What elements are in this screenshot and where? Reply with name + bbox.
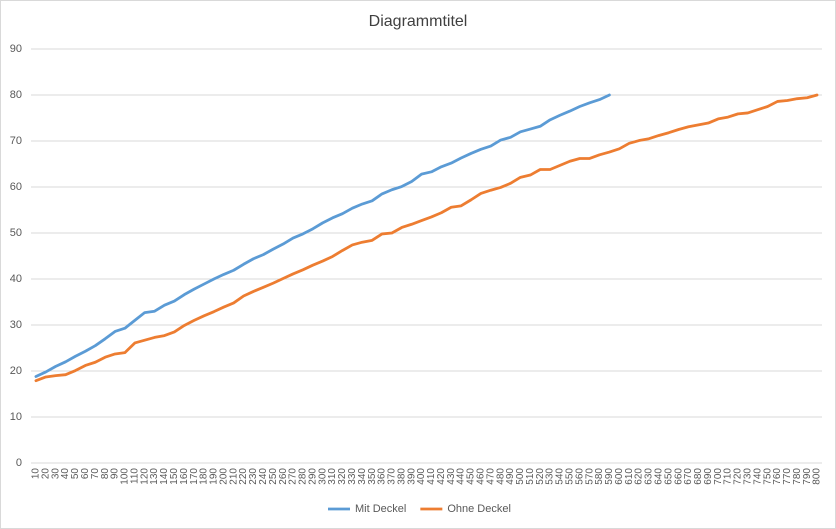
x-tick-label: 560: [574, 468, 585, 485]
x-tick-label: 290: [307, 468, 318, 485]
x-tick-label: 200: [218, 468, 229, 485]
x-tick-label: 750: [762, 468, 773, 485]
x-tick-label: 440: [456, 468, 467, 485]
x-tick-label: 690: [703, 468, 714, 485]
x-tick-label: 120: [139, 468, 150, 485]
y-tick-label: 60: [10, 181, 22, 193]
x-tick-label: 300: [317, 468, 328, 485]
x-tick-label: 220: [238, 468, 249, 485]
x-tick-label: 340: [357, 468, 368, 485]
x-tick-label: 30: [50, 468, 61, 480]
x-tick-label: 400: [416, 468, 427, 485]
x-tick-label: 350: [367, 468, 378, 485]
x-tick-label: 230: [248, 468, 259, 485]
x-tick-label: 170: [189, 468, 200, 485]
x-tick-label: 780: [792, 468, 803, 485]
x-tick-label: 330: [347, 468, 358, 485]
x-tick-label: 130: [149, 468, 160, 485]
legend-label: Mit Deckel: [355, 503, 406, 515]
x-tick-label: 310: [327, 468, 338, 485]
x-tick-label: 380: [396, 468, 407, 485]
x-tick-label: 520: [535, 468, 546, 485]
x-tick-label: 10: [31, 468, 42, 480]
x-tick-label: 730: [742, 468, 753, 485]
x-tick-label: 550: [565, 468, 576, 485]
x-tick-label: 150: [169, 468, 180, 485]
x-tick-label: 600: [614, 468, 625, 485]
x-tick-label: 640: [653, 468, 664, 485]
x-tick-label: 570: [584, 468, 595, 485]
x-tick-label: 760: [772, 468, 783, 485]
x-tick-label: 280: [298, 468, 309, 485]
x-tick-label: 670: [683, 468, 694, 485]
x-tick-label: 510: [525, 468, 536, 485]
y-tick-label: 30: [10, 319, 22, 331]
x-tick-label: 80: [100, 468, 111, 480]
x-tick-label: 630: [644, 468, 655, 485]
x-tick-label: 410: [426, 468, 437, 485]
x-tick-label: 800: [812, 468, 823, 485]
x-tick-label: 770: [782, 468, 793, 485]
x-tick-label: 540: [555, 468, 566, 485]
series-line: [34, 93, 611, 378]
x-tick-label: 320: [337, 468, 348, 485]
x-tick-label: 260: [278, 468, 289, 485]
series-line: [34, 93, 819, 383]
x-tick-label: 70: [90, 468, 101, 480]
chart-title: Diagrammtitel: [369, 13, 468, 30]
y-tick-label: 40: [10, 273, 22, 285]
x-tick-label: 460: [476, 468, 487, 485]
x-tick-label: 700: [713, 468, 724, 485]
x-tick-label: 610: [624, 468, 635, 485]
x-tick-label: 40: [60, 468, 71, 480]
x-tick-label: 50: [70, 468, 81, 480]
x-tick-label: 710: [723, 468, 734, 485]
x-tick-label: 680: [693, 468, 704, 485]
x-tick-label: 160: [179, 468, 190, 485]
y-tick-label: 50: [10, 227, 22, 239]
y-tick-label: 0: [16, 457, 22, 469]
x-tick-label: 60: [80, 468, 91, 480]
x-tick-label: 590: [604, 468, 615, 485]
y-tick-label: 80: [10, 89, 22, 101]
x-tick-label: 480: [495, 468, 506, 485]
x-tick-label: 140: [159, 468, 170, 485]
x-tick-label: 740: [752, 468, 763, 485]
x-tick-label: 390: [406, 468, 417, 485]
x-tick-label: 660: [673, 468, 684, 485]
x-tick-label: 790: [802, 468, 813, 485]
x-tick-label: 450: [466, 468, 477, 485]
x-tick-label: 370: [387, 468, 398, 485]
x-tick-label: 530: [545, 468, 556, 485]
x-tick-label: 650: [663, 468, 674, 485]
x-tick-label: 250: [268, 468, 279, 485]
x-tick-label: 490: [505, 468, 516, 485]
x-tick-label: 430: [446, 468, 457, 485]
x-tick-label: 270: [288, 468, 299, 485]
x-tick-label: 470: [485, 468, 496, 485]
x-tick-label: 210: [228, 468, 239, 485]
x-tick-label: 110: [129, 468, 140, 484]
x-tick-label: 500: [515, 468, 526, 485]
y-tick-label: 70: [10, 135, 22, 147]
x-tick-label: 360: [377, 468, 388, 485]
y-tick-label: 20: [10, 365, 22, 377]
x-tick-label: 190: [209, 468, 220, 485]
y-tick-label: 10: [10, 411, 22, 423]
x-tick-label: 90: [110, 468, 121, 480]
x-tick-label: 720: [733, 468, 744, 485]
x-tick-label: 580: [594, 468, 605, 485]
legend-label: Ohne Deckel: [447, 503, 511, 515]
x-tick-label: 620: [634, 468, 645, 485]
y-tick-label: 90: [10, 43, 22, 55]
x-tick-label: 240: [258, 468, 269, 485]
x-tick-label: 420: [436, 468, 447, 485]
x-tick-label: 20: [40, 468, 51, 480]
x-tick-label: 100: [120, 468, 131, 485]
x-tick-label: 180: [199, 468, 210, 485]
